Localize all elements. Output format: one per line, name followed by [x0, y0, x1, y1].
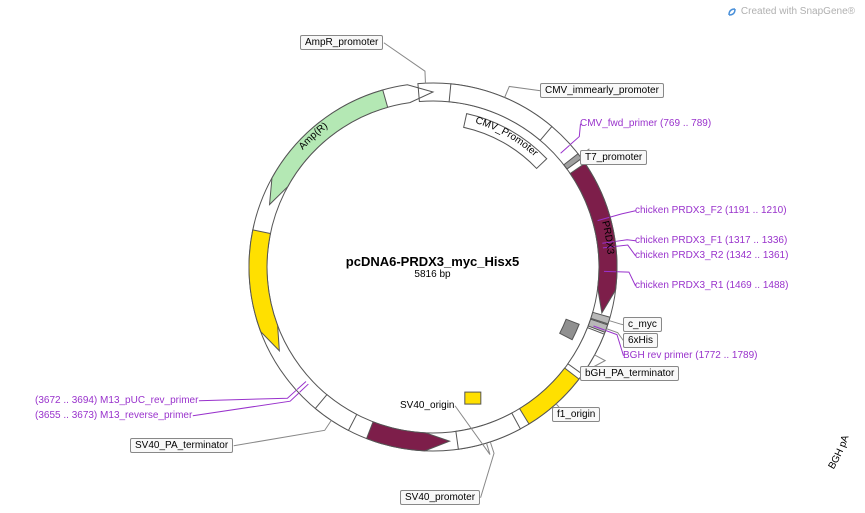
feature-label-SV40_promoter: SV40_promoter — [400, 490, 480, 505]
leader-line — [570, 124, 580, 145]
leader-line — [615, 240, 635, 242]
primer-label-M13_pUC_rev_primer: (3672 .. 3694) M13_pUC_rev_primer — [35, 395, 198, 406]
primer-label-M13_reverse_primer: (3655 .. 3673) M13_reverse_primer — [35, 410, 192, 421]
feature-label-AmpR_promoter: AmpR_promoter — [300, 35, 383, 50]
leader-line — [192, 393, 298, 416]
feature-label-bGH_PA_terminator: bGH_PA_terminator — [580, 366, 679, 381]
leader-line — [504, 86, 540, 97]
feature-label-SV40_origin: SV40_origin — [400, 400, 454, 411]
snapgene-logo-icon — [727, 7, 737, 17]
leader-line — [615, 245, 635, 256]
plasmid-name: pcDNA6-PRDX3_myc_Hisx5 — [346, 254, 519, 269]
plasmid-title: pcDNA6-PRDX3_myc_Hisx5 5816 bp — [346, 254, 519, 280]
leader-line — [605, 330, 623, 355]
feature-SV40_origin — [464, 392, 480, 404]
leader-line — [606, 328, 623, 340]
leader-line — [233, 420, 331, 445]
primer-label-chicken-PRDX3_F2: chicken PRDX3_F2 (1191 .. 1210) — [635, 205, 787, 216]
leader-line — [198, 390, 295, 401]
watermark-text: Created with SnapGene® — [741, 6, 855, 17]
primer-label-BGH-rev-primer: BGH rev primer (1772 .. 1789) — [623, 350, 758, 361]
feature-BGH pA — [559, 319, 578, 340]
primer-label-chicken-PRDX3_F1: chicken PRDX3_F1 (1317 .. 1336) — [635, 235, 787, 246]
primer-label-CMV_fwd_primer: CMV_fwd_primer (769 .. 789) — [580, 118, 711, 129]
leader-line — [609, 320, 623, 324]
feature-label-CMV_immearly_promoter: CMV_immearly_promoter — [540, 83, 664, 98]
feature-Amp(R) — [269, 90, 387, 205]
leader-line — [616, 272, 635, 286]
watermark: Created with SnapGene® — [727, 6, 855, 17]
feature-label-6xHis: 6xHis — [623, 333, 658, 348]
feature-label-c_myc: c_myc — [623, 317, 662, 332]
leader-line — [610, 211, 635, 217]
feature-pBR322_origin — [249, 230, 279, 351]
primer-label-chicken-PRDX3_R2: chicken PRDX3_R2 (1342 .. 1361) — [635, 250, 788, 261]
feature-label-BGH pA: BGH pA — [826, 433, 851, 471]
feature-SV40_promoter — [455, 413, 519, 449]
leader-line — [383, 43, 425, 83]
feature-label-T7_promoter: T7_promoter — [580, 150, 647, 165]
primer-label-chicken-PRDX3_R1: chicken PRDX3_R1 (1469 .. 1488) — [635, 280, 788, 291]
feature-label-SV40_PA_terminator: SV40_PA_terminator — [130, 438, 233, 453]
feature-label-f1_origin: f1_origin — [552, 407, 600, 422]
plasmid-size: 5816 bp — [346, 269, 519, 280]
